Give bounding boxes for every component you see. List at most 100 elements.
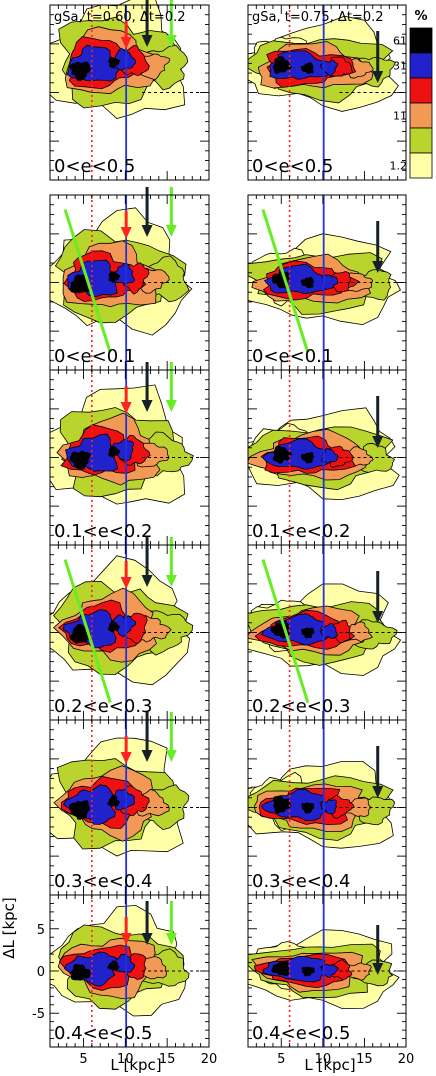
black-arrow	[141, 901, 153, 945]
black-arrow	[372, 396, 384, 448]
eccentricity-label: 0.2<e<0.3	[54, 696, 153, 717]
y-tick-label: -5	[32, 1007, 45, 1022]
red-arrow	[120, 386, 132, 414]
eccentricity-label: 0.2<e<0.3	[252, 696, 351, 717]
green-diagonal-line	[63, 559, 112, 703]
colorbar-swatch	[409, 52, 433, 79]
eccentricity-label: 0<e<0.1	[252, 346, 333, 367]
y-axis-label: ΔL [kpc]	[0, 897, 18, 959]
green-arrow	[165, 712, 177, 762]
contour-level-6	[107, 795, 120, 807]
x-tick-label: 5	[79, 1052, 87, 1067]
green-arrow	[165, 362, 177, 412]
x-axis-label-left: L [kpc]	[110, 1056, 161, 1074]
contour-level-6	[272, 445, 292, 464]
black-arrow	[141, 0, 153, 47]
contour-level-6	[69, 623, 92, 644]
x-tick-label: 15	[356, 1052, 373, 1067]
green-diagonal-line	[261, 209, 310, 353]
green-arrow	[165, 901, 177, 945]
panel-5-col-1: 0.3<e<0.4	[49, 712, 210, 896]
density-contours	[50, 737, 190, 857]
contour-level-6	[70, 963, 91, 981]
contour-level-6	[69, 61, 91, 82]
red-arrow	[120, 561, 132, 589]
colorbar-swatch	[409, 102, 433, 129]
contour-level-6	[108, 56, 121, 69]
contour-level-6	[272, 55, 292, 75]
panel-title: gSa, t=0.75, Δt=0.2	[252, 10, 384, 25]
contour-level-6	[271, 960, 290, 977]
black-arrow	[141, 362, 153, 412]
black-arrow	[372, 31, 384, 83]
colorbar-unit: %	[414, 9, 427, 24]
contour-level-5	[321, 274, 339, 290]
red-arrow	[120, 21, 132, 49]
x-tick-label: 10	[315, 1052, 332, 1067]
x-tick-label: 15	[159, 1052, 176, 1067]
contour-level-6	[301, 966, 315, 977]
colorbar-label: 11	[393, 110, 407, 123]
eccentricity-label: 0.3<e<0.4	[54, 871, 153, 892]
x-tick-label: 5	[277, 1052, 285, 1067]
black-arrow	[141, 537, 153, 587]
black-arrow	[372, 221, 384, 273]
green-arrow	[165, 187, 177, 237]
density-contours	[50, 0, 189, 119]
y-tick-label: 5	[37, 923, 45, 938]
panel-2-col-2: 0<e<0.1	[247, 194, 407, 371]
eccentricity-label: 0<e<0.5	[252, 156, 333, 177]
contour-level-6	[272, 795, 292, 814]
x-tick-label: 20	[201, 1052, 218, 1067]
eccentricity-label: 0.1<e<0.2	[54, 521, 153, 542]
black-arrow	[141, 187, 153, 237]
contour-level-6	[301, 627, 315, 639]
density-contours	[248, 233, 402, 326]
eccentricity-label: 0.3<e<0.4	[252, 871, 351, 892]
contour-level-5	[319, 59, 339, 77]
panel-5-col-2: 0.3<e<0.4	[247, 719, 407, 896]
panel-6-col-2: 0.4<e<0.5	[247, 894, 407, 1048]
density-contours	[50, 555, 194, 686]
colorbar-swatch	[409, 77, 433, 104]
black-arrow	[141, 712, 153, 762]
x-tick-label: 10	[117, 1052, 134, 1067]
contour-level-6	[69, 800, 90, 820]
colorbar-swatch	[409, 127, 433, 154]
density-contours	[50, 904, 190, 1017]
contour-level-6	[107, 960, 120, 971]
colorbar: % 61 31 11 1.2	[390, 9, 433, 179]
density-contours	[248, 929, 400, 1010]
red-arrow	[120, 736, 132, 764]
panel-4-col-1: 0.2<e<0.3	[49, 537, 210, 721]
contour-level-6	[300, 276, 314, 289]
panel-2-col-1: 0<e<0.1	[49, 187, 210, 371]
colorbar-swatch	[409, 27, 433, 54]
contour-level-6	[300, 62, 314, 74]
panel-4-col-2: 0.2<e<0.3	[247, 544, 407, 721]
density-contours	[248, 583, 402, 676]
panel-title: gSa, t=0.60, Δt=0.2	[54, 10, 186, 25]
panel-1-col-1: 0<e<0.5 gSa, t=0.60, Δt=0.2	[49, 0, 210, 181]
eccentricity-label: 0.4<e<0.5	[54, 1023, 153, 1044]
density-contours	[50, 384, 194, 505]
eccentricity-label: 0<e<0.5	[54, 156, 135, 177]
contour-level-6	[301, 802, 315, 814]
colorbar-swatch	[409, 152, 433, 179]
x-axis-label-right: L [kpc]	[304, 1056, 355, 1074]
green-diagonal-line	[261, 559, 310, 703]
red-arrow	[120, 211, 132, 239]
colorbar-label: 1.2	[390, 160, 408, 173]
density-contours	[248, 407, 400, 501]
green-diagonal-line	[63, 209, 112, 353]
x-tick-label: 20	[398, 1052, 415, 1067]
red-arrow	[120, 917, 132, 945]
colorbar-label: 61	[393, 35, 407, 48]
black-arrow	[372, 571, 384, 623]
panel-3-col-1: 0.1<e<0.2	[49, 362, 210, 546]
panel-1-col-2: 0<e<0.5 gSa, t=0.75, Δt=0.2	[247, 4, 407, 181]
colorbar-label: 31	[393, 60, 407, 73]
black-arrow	[372, 746, 384, 798]
green-arrow	[165, 0, 177, 47]
